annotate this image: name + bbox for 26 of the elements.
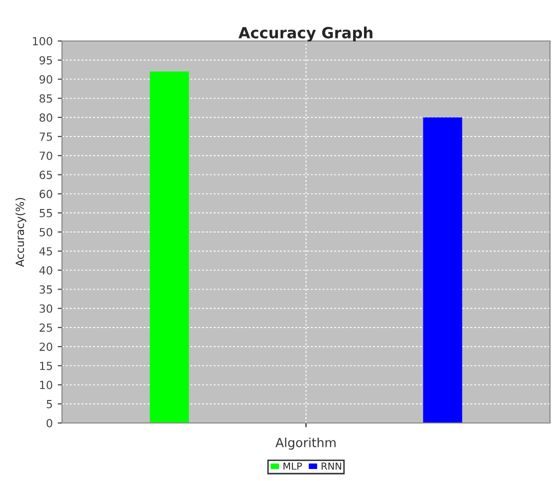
y-tick-label: 65 bbox=[40, 170, 52, 180]
y-tick-label: 70 bbox=[40, 152, 52, 160]
y-tick-label: 100 bbox=[32, 36, 52, 46]
y-tick-label: 75 bbox=[40, 132, 52, 141]
y-axis-title: Accuracy(%) bbox=[15, 198, 26, 267]
y-tick-label: 35 bbox=[40, 285, 52, 294]
y-tick-label: 85 bbox=[40, 94, 52, 103]
y-tick-label: 80 bbox=[40, 113, 52, 122]
y-tick-label: 50 bbox=[40, 228, 52, 236]
y-tick-label: 95 bbox=[40, 56, 52, 64]
y-tick-label: 0 bbox=[46, 418, 52, 428]
x-axis-title: Algorithm bbox=[275, 438, 336, 450]
chart-title: Accuracy Graph bbox=[238, 26, 372, 42]
legend-label: RNN bbox=[322, 462, 342, 470]
y-tick-label: 40 bbox=[39, 266, 52, 275]
legend-label: MLP bbox=[284, 462, 302, 470]
y-tick-label: 5 bbox=[46, 400, 52, 408]
y-tick-label: 45 bbox=[39, 247, 52, 256]
y-tick-label: 60 bbox=[40, 190, 52, 198]
y-tick-label: 15 bbox=[40, 362, 52, 370]
y-tick-label: 25 bbox=[40, 323, 52, 332]
y-tick-label: 30 bbox=[40, 304, 52, 313]
y-tick-label: 10 bbox=[40, 380, 52, 390]
y-tick-label: 20 bbox=[40, 342, 52, 351]
y-tick-label: 55 bbox=[40, 209, 52, 218]
y-tick-label: 90 bbox=[40, 75, 52, 84]
